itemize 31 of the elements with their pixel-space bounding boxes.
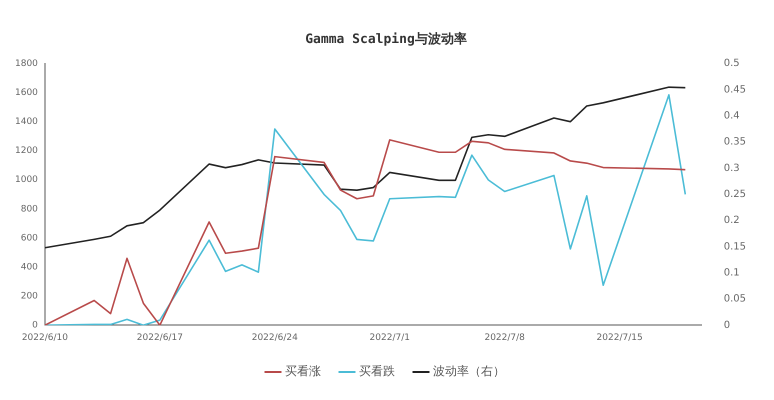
y-tick-label: 800 [20, 204, 38, 214]
legend-label: 波动率（右） [433, 364, 505, 378]
y2-tick-label: 0.1 [724, 267, 740, 278]
y2-tick-label: 0.25 [724, 188, 746, 200]
y-tick-label: 0 [32, 320, 38, 331]
y2-tick-label: 0.35 [724, 136, 746, 148]
legend-label: 买看跌 [359, 364, 395, 378]
y2-tick-label: 0.4 [724, 110, 740, 122]
y2-tick-label: 0.15 [724, 241, 746, 252]
y2-tick-label: 0.3 [724, 162, 740, 174]
x-tick-label: 2022/7/15 [596, 332, 643, 343]
legend-label: 买看涨 [285, 364, 321, 378]
y-tick-label: 200 [20, 291, 38, 302]
y-tick-label: 1800 [15, 58, 38, 69]
y2-tick-label: 0.5 [724, 58, 740, 70]
y2-tick-label: 0.2 [724, 215, 740, 226]
x-tick-label: 2022/6/24 [252, 332, 298, 343]
y-tick-label: 600 [20, 233, 38, 244]
y2-tick-label: 0.45 [724, 84, 746, 96]
y-tick-label: 1400 [15, 117, 38, 128]
y-tick-label: 1000 [15, 175, 38, 186]
y-tick-label: 400 [20, 262, 38, 272]
chart-title: Gamma Scalping与波动率 [305, 31, 467, 48]
y-tick-label: 1200 [15, 146, 38, 156]
x-tick-label: 2022/7/8 [484, 332, 526, 343]
x-tick-label: 2022/6/17 [136, 332, 183, 343]
y2-tick-label: 0 [724, 320, 730, 331]
x-tick-label: 2022/6/10 [22, 332, 68, 343]
y2-tick-label: 0.05 [724, 294, 746, 305]
y-tick-label: 1600 [15, 88, 38, 98]
x-tick-label: 2022/7/1 [370, 332, 410, 343]
